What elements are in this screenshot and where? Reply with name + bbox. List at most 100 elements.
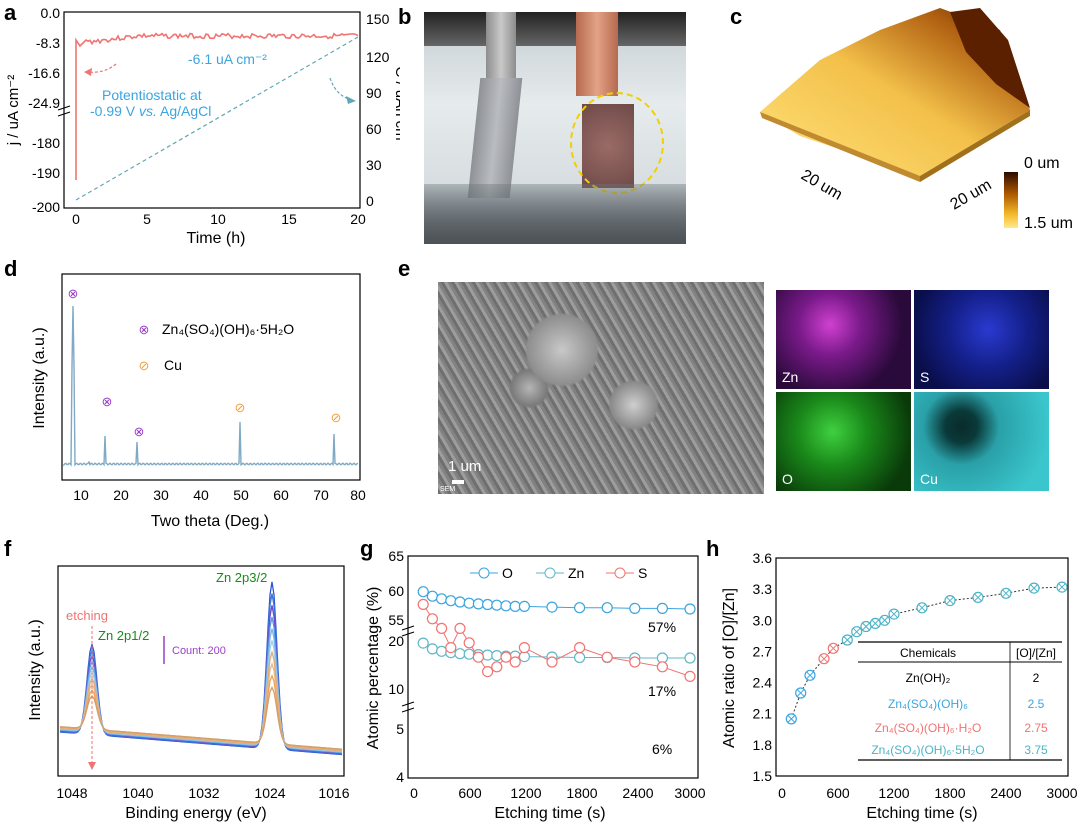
panel-label-e: e <box>398 256 411 281</box>
xtick: 1200 <box>510 785 541 801</box>
xtick: 1016 <box>318 785 349 801</box>
photo-background-top <box>424 12 686 46</box>
xtick: 2400 <box>990 785 1021 801</box>
data-point-s <box>574 641 586 654</box>
xtick: 80 <box>350 487 366 503</box>
panel-label-c: c <box>730 4 743 29</box>
colorbar-bottom-label: 1.5 um <box>1024 215 1073 232</box>
ratio-data-point-cross <box>974 593 982 602</box>
eds-map-cu: Cu <box>914 392 1049 491</box>
legend-s-label: S <box>638 565 647 581</box>
end-label-o: 57% <box>648 619 676 635</box>
panel-a-xlabel: Time (h) <box>187 230 246 247</box>
panel-label-a: a <box>4 0 17 25</box>
data-point-zn <box>491 649 503 662</box>
xrd-pattern <box>63 305 359 467</box>
panel-g-ylabel: Atomic percentage (%) <box>365 587 382 750</box>
data-point-s <box>454 622 466 635</box>
panel-e-sem-image: 1 um SEM <box>438 282 764 494</box>
photo-background-bottom <box>424 184 686 244</box>
ytick: 4 <box>396 769 404 785</box>
xtick: 15 <box>281 211 297 227</box>
eds-map-o-label: O <box>782 471 793 487</box>
panel-g-frame <box>407 555 699 779</box>
ytick: 60 <box>388 583 404 599</box>
panel-d-xticks: 10 20 30 40 50 60 70 80 <box>73 487 366 503</box>
ratio-data-point-cross <box>1002 589 1010 598</box>
ratio-data-point-cross <box>1030 584 1038 592</box>
zn-marker: ⊗ <box>102 394 113 409</box>
data-point-s <box>656 661 668 673</box>
ratio-data-point-cross <box>862 622 870 631</box>
panel-d-xlabel: Two theta (Deg.) <box>151 513 269 530</box>
panel-g-legend: O Zn S <box>470 565 647 581</box>
ytick-right: 60 <box>366 121 382 137</box>
panel-b-photo <box>424 12 686 244</box>
panel-a-arrow-right <box>329 77 353 101</box>
ytick: -24.9 <box>28 95 60 111</box>
ytick-right: 150 <box>366 11 390 27</box>
panel-h-ylabel: Atomic ratio of [O]/[Zn] <box>721 588 738 748</box>
eds-map-cu-label: Cu <box>920 471 938 487</box>
end-label-zn: 17% <box>648 683 676 699</box>
data-point-zn <box>426 643 439 655</box>
panel-a-arrow-left <box>85 63 117 73</box>
ratio-data-point-cross <box>787 715 796 723</box>
ratio-data-point-cross <box>890 610 898 618</box>
afm-peak-shadow <box>950 8 1030 108</box>
data-point-s <box>518 641 530 654</box>
data-point-s <box>601 651 613 663</box>
ytick: 10 <box>388 681 404 697</box>
panel-d-xrd: 10 20 30 40 50 60 70 80 Two theta (Deg.)… <box>31 273 366 530</box>
data-point-zn <box>684 652 696 664</box>
xtick: 40 <box>193 487 209 503</box>
panel-d-frame <box>61 273 361 481</box>
xtick: 2400 <box>622 785 653 801</box>
sem-scale-bar <box>452 480 464 484</box>
data-point-o <box>601 602 613 614</box>
ratio-data-point-cross <box>880 616 889 625</box>
eds-map-s-label: S <box>920 369 930 385</box>
cu-marker: ⊘ <box>235 400 246 415</box>
axis-break-g <box>401 625 415 713</box>
cu-marker: ⊘ <box>331 410 342 425</box>
panel-a-ylabel-left: j / uA cm⁻² <box>5 75 22 146</box>
panel-c-afm: 20 um 20 um 0 um 1.5 um <box>760 8 1073 232</box>
panel-a-capacity-line <box>75 36 359 201</box>
xps-spectra <box>59 581 343 756</box>
table-chem: Zn₄(SO₄)(OH)₆·5H₂O <box>871 743 984 757</box>
zn-marker: ⊗ <box>134 424 145 439</box>
panel-label-d: d <box>4 256 18 281</box>
data-point-s <box>482 666 494 678</box>
legend-cu-label: Cu <box>164 357 182 373</box>
ytick: 3.3 <box>753 581 773 597</box>
panel-a-current-annotation: -6.1 uA cm⁻² <box>188 51 267 67</box>
xtick: 600 <box>458 785 482 801</box>
legend-s-marker <box>614 567 626 579</box>
colorbar-top-label: 0 um <box>1024 155 1060 172</box>
xtick: 20 <box>113 487 129 503</box>
panel-g-xticks: 0 600 1200 1800 2400 3000 <box>410 785 706 801</box>
eds-map-s: S <box>914 290 1049 389</box>
ytick: 3.6 <box>753 550 773 566</box>
ytick: 5 <box>396 721 404 737</box>
ytick: 1.8 <box>753 737 773 753</box>
end-label-s: 6% <box>652 741 672 757</box>
panel-a-yticks-right: 150 120 90 60 30 0 <box>366 11 390 209</box>
legend-zn-marker: ⊗ <box>139 322 150 337</box>
table-ratio: 2 <box>1033 671 1040 685</box>
data-point-o <box>509 600 521 613</box>
ytick: 0.0 <box>41 5 61 21</box>
table-ratio: 2.5 <box>1028 697 1045 711</box>
table-chem: Zn₄(SO₄)(OH)₆·H₂O <box>875 721 982 735</box>
panel-d-ylabel: Intensity (a.u.) <box>31 327 48 428</box>
ytick: 1.5 <box>753 768 773 784</box>
panel-label-f: f <box>4 536 12 561</box>
xtick: 3000 <box>674 785 705 801</box>
ytick: 2.7 <box>753 643 773 659</box>
etching-label: etching <box>66 608 108 623</box>
xtick: 1800 <box>566 785 597 801</box>
xtick: 60 <box>273 487 289 503</box>
data-point-zn <box>482 649 494 661</box>
zn-2p32-label: Zn 2p3/2 <box>216 570 267 585</box>
